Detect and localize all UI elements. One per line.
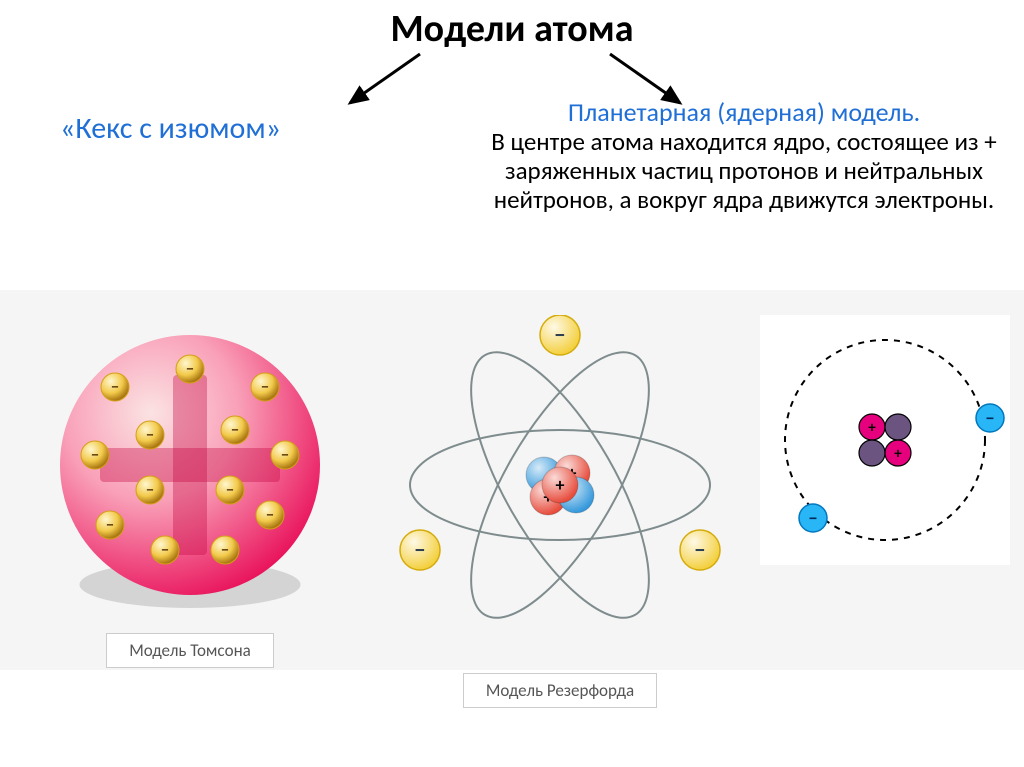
svg-text:−: − — [809, 507, 818, 529]
bohr-diagram: + + − − — [760, 315, 1010, 565]
rutherford-diagram: +++−−− — [390, 315, 730, 655]
rutherford-panel: +++−−− Модель Резерфорда — [380, 315, 740, 735]
svg-text:−: − — [415, 536, 426, 563]
left-subtitle: «Кекс с изюмом» — [60, 110, 281, 147]
svg-text:+: + — [894, 445, 902, 463]
thomson-diagram: − − − − − − − − − − − − − — [40, 315, 340, 615]
page-title: Модели атома — [0, 0, 1024, 52]
svg-text:−: − — [266, 506, 274, 525]
right-description: В центре атома находится ядро, состоящее… — [484, 128, 1004, 214]
svg-text:−: − — [986, 407, 995, 429]
svg-text:−: − — [231, 421, 239, 440]
thomson-panel: − − − − − − − − − − − − − Модель Томсона — [30, 315, 350, 735]
right-column: Планетарная (ядерная) модель. В центре а… — [484, 96, 1004, 214]
svg-text:+: + — [868, 419, 876, 437]
rutherford-caption: Модель Резерфорда — [463, 673, 657, 708]
svg-text:−: − — [555, 321, 566, 348]
svg-text:−: − — [281, 446, 289, 465]
svg-text:−: − — [186, 360, 194, 379]
svg-text:−: − — [221, 541, 229, 560]
diagram-row: −−−−−−−−−−−−− Модель Томсона +++−−− Моде… — [0, 290, 1024, 670]
svg-text:−: − — [146, 426, 154, 445]
svg-text:−: − — [261, 378, 269, 397]
thomson-caption: Модель Томсона — [106, 633, 274, 668]
right-subtitle: Планетарная (ядерная) модель. — [484, 96, 1004, 128]
svg-text:−: − — [106, 516, 114, 535]
svg-text:−: − — [111, 378, 119, 397]
svg-text:+: + — [556, 474, 565, 496]
svg-text:−: − — [146, 481, 154, 500]
svg-text:−: − — [91, 446, 99, 465]
svg-text:−: − — [695, 536, 706, 563]
bohr-panel: + + − − — [760, 315, 1010, 735]
svg-text:−: − — [161, 541, 169, 560]
svg-text:−: − — [226, 481, 234, 500]
